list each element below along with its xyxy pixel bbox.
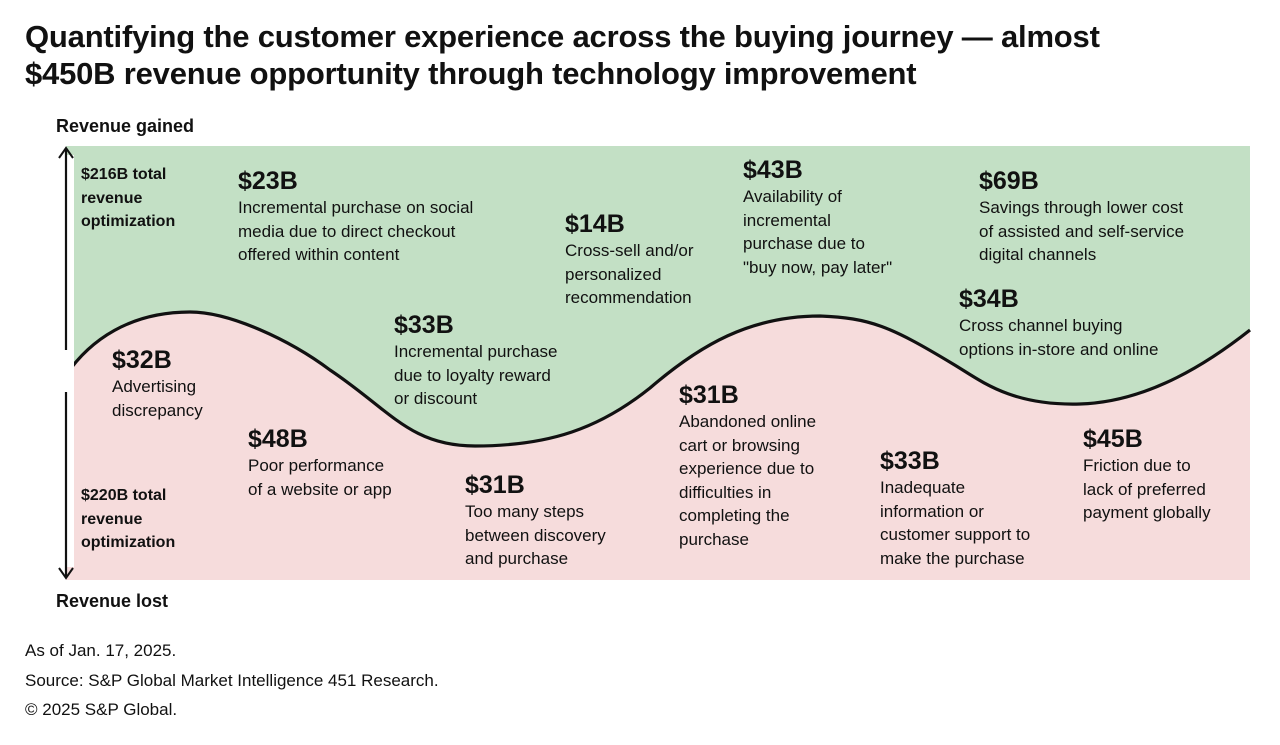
item-desc-line: Advertising [112, 377, 197, 396]
item-value: $23B [238, 167, 298, 195]
lost-item-performance: $48B Poor performance of a website or ap… [248, 425, 392, 501]
gained-item-digital-channels: $69B Savings through lower cost of assis… [979, 167, 1184, 267]
item-desc-line: "buy now, pay later" [743, 257, 893, 277]
item-desc-line: or discount [394, 389, 478, 408]
gained-total-line: optimization [81, 213, 176, 230]
item-value: $33B [880, 447, 940, 475]
item-value: $14B [565, 210, 625, 238]
item-desc-line: purchase [679, 529, 749, 549]
axis-backdrop [58, 155, 74, 567]
footer-copyright: © 2025 S&P Global. [25, 700, 178, 719]
item-value: $45B [1083, 425, 1143, 453]
item-desc-line: of a website or app [248, 479, 392, 499]
item-desc-line: due to loyalty reward [394, 365, 551, 385]
revenue-lost-label: Revenue lost [56, 591, 169, 611]
item-desc-line: Inadequate [880, 478, 966, 497]
lost-total-line: $220B total [81, 487, 167, 504]
item-desc-line: Incremental purchase on social [238, 198, 474, 217]
item-desc-line: between discovery [465, 525, 606, 545]
lost-item-too-many-steps: $31B Too many steps between discovery an… [465, 471, 606, 571]
item-desc-line: of assisted and self-service [979, 221, 1185, 241]
item-value: $32B [112, 346, 172, 374]
item-desc-line: make the purchase [880, 548, 1025, 568]
lost-item-inadequate-info: $33B Inadequate information or customer … [880, 447, 1030, 570]
item-desc-line: Incremental purchase [394, 342, 558, 361]
revenue-gained-label: Revenue gained [56, 116, 195, 136]
item-desc-line: lack of preferred [1083, 479, 1206, 499]
lost-item-advertising: $32B Advertising discrepancy [112, 346, 203, 422]
item-desc-line: Abandoned online [679, 412, 817, 431]
footer-notes: As of Jan. 17, 2025. Source: S&P Global … [25, 636, 439, 725]
item-desc-line: Too many steps [465, 502, 585, 521]
item-desc-line: discrepancy [112, 400, 203, 420]
item-desc-line: incremental [743, 210, 831, 230]
up-arrow-icon [58, 146, 74, 159]
gained-total: $216B total revenue optimization [81, 163, 175, 234]
lost-total-line: optimization [81, 534, 176, 551]
item-desc-line: purchase due to [743, 234, 865, 253]
footer-date: As of Jan. 17, 2025. [25, 641, 177, 660]
item-desc-line: difficulties in [679, 482, 772, 502]
item-desc-line: recommendation [565, 288, 692, 307]
item-value: $48B [248, 425, 308, 453]
item-desc-line: information or [880, 501, 984, 521]
down-arrow-icon [58, 567, 74, 580]
gained-item-social-checkout: $23B Incremental purchase on social medi… [238, 167, 473, 267]
title-line-1: Quantifying the customer experience acro… [25, 19, 1100, 54]
item-desc-line: Friction due to [1083, 456, 1191, 475]
item-desc-line: Savings through lower cost [979, 198, 1184, 217]
gained-region [66, 146, 1250, 446]
item-desc-line: Poor performance [248, 456, 385, 475]
item-desc-line: personalized [565, 264, 662, 284]
gained-total-line: revenue [81, 189, 143, 207]
lost-item-abandoned-cart: $31B Abandoned online cart or browsing e… [679, 381, 816, 551]
item-desc-line: completing the [679, 506, 790, 525]
gained-item-cross-channel: $34B Cross channel buying options in-sto… [959, 285, 1158, 361]
item-desc-line: options in-store and online [959, 339, 1159, 359]
lost-total-line: revenue [81, 510, 143, 528]
item-value: $33B [394, 311, 454, 339]
item-desc-line: cart or browsing [679, 435, 800, 455]
item-desc-line: payment globally [1083, 503, 1211, 522]
lost-total: $220B total revenue optimization [81, 484, 175, 555]
item-desc-line: experience due to [679, 459, 815, 478]
item-value: $31B [679, 381, 739, 409]
chart-title: Quantifying the customer experience acro… [25, 18, 1255, 92]
item-desc-line: Availability of [743, 187, 842, 206]
item-value: $43B [743, 156, 803, 184]
journey-curve [64, 310, 1251, 448]
item-value: $31B [465, 471, 525, 499]
item-desc-line: offered within content [238, 245, 400, 264]
item-desc-line: customer support to [880, 525, 1031, 544]
footer-source: Source: S&P Global Market Intelligence 4… [25, 670, 439, 690]
gained-item-cross-sell: $14B Cross-sell and/or personalized reco… [565, 210, 694, 310]
lost-item-payment-friction: $45B Friction due to lack of preferred p… [1083, 425, 1211, 525]
item-value: $69B [979, 167, 1039, 195]
gained-total-line: $216B total [81, 166, 167, 183]
title-line-2: $450B revenue opportunity through techno… [25, 56, 917, 91]
item-value: $34B [959, 285, 1019, 313]
item-desc-line: Cross channel buying [959, 316, 1123, 335]
gained-item-loyalty: $33B Incremental purchase due to loyalty… [394, 311, 557, 411]
item-desc-line: Cross-sell and/or [565, 241, 694, 260]
item-desc-line: digital channels [979, 245, 1097, 264]
item-desc-line: media due to direct checkout [238, 221, 456, 241]
item-desc-line: and purchase [465, 549, 569, 568]
gained-item-bnpl: $43B Availability of incremental purchas… [743, 156, 892, 279]
